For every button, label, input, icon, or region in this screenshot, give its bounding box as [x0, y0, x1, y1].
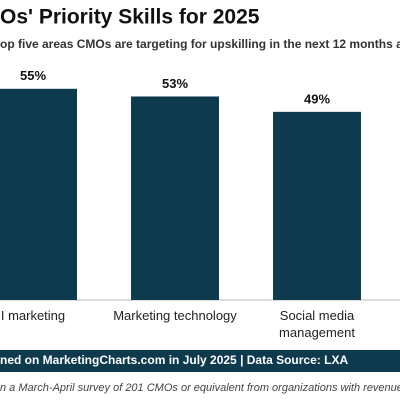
bar	[273, 111, 361, 300]
chart-title: Os' Priority Skills for 2025	[0, 6, 260, 29]
x-tick-label: Marketing technology	[113, 308, 237, 323]
bar	[131, 96, 219, 300]
chart-subtitle: op five areas CMOs are targeting for ups…	[0, 37, 400, 51]
source-band	[0, 350, 400, 372]
source: ned on MarketingCharts.com in July 2025 …	[0, 353, 348, 367]
bar	[0, 88, 77, 300]
note: n a March-April survey of 201 CMOs or eq…	[0, 382, 400, 394]
value-label: 55%	[20, 68, 46, 83]
value-label: 53%	[162, 76, 188, 91]
x-tick-label: Social media management	[279, 308, 355, 340]
value-label: 49%	[304, 91, 330, 106]
x-tick-label: I marketing	[1, 308, 65, 323]
